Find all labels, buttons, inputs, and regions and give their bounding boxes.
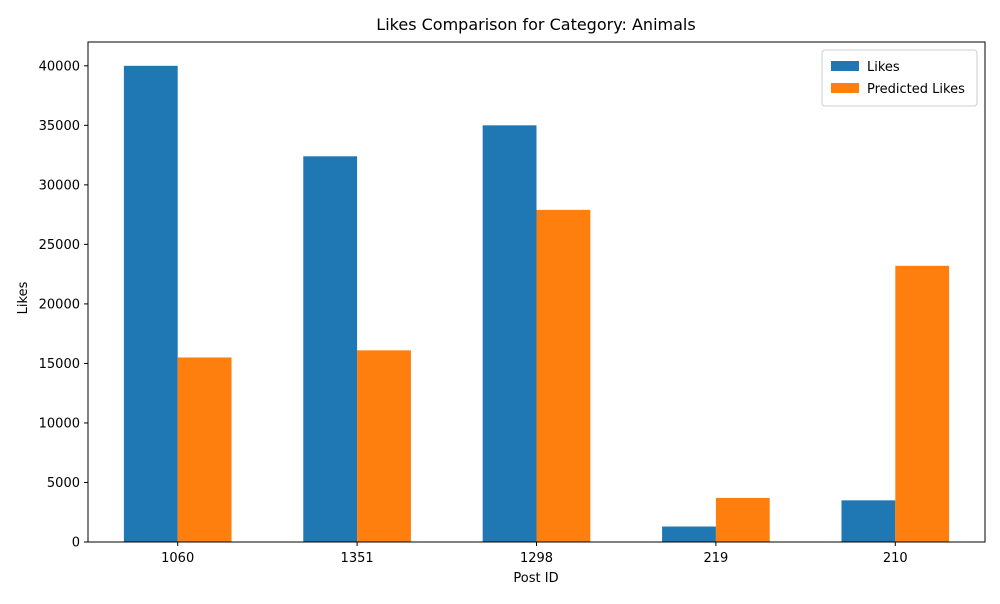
y-tick-label: 35000 xyxy=(39,119,80,134)
y-tick-label: 20000 xyxy=(39,297,80,312)
bar-likes-210 xyxy=(841,500,896,542)
legend-swatch-likes xyxy=(831,61,859,71)
y-axis: 0 5000 10000 15000 20000 25000 30000 35000 40000 xyxy=(39,59,88,551)
bar-likes-219 xyxy=(662,526,716,542)
chart-title: Likes Comparison for Category: Animals xyxy=(376,15,695,34)
y-tick-label: 40000 xyxy=(39,59,80,74)
legend: Likes Predicted Likes xyxy=(821,49,978,107)
y-tick-label: 10000 xyxy=(39,416,80,431)
x-tick-label: 219 xyxy=(703,551,728,566)
x-tick-label: 1351 xyxy=(341,551,374,566)
x-axis: 1060 1351 1298 219 210 xyxy=(161,542,908,566)
y-tick-label: 30000 xyxy=(39,178,80,193)
x-tick-label: 1060 xyxy=(161,551,194,566)
bar-likes-1060 xyxy=(123,65,178,542)
bar-likes-1351 xyxy=(303,156,358,543)
legend-swatch-predicted-likes xyxy=(831,83,859,93)
legend-label-predicted-likes: Predicted Likes xyxy=(867,82,965,97)
bar-predicted-likes-1298 xyxy=(536,209,591,543)
bar-predicted-likes-1351 xyxy=(357,350,411,542)
bar-predicted-likes-1060 xyxy=(177,357,232,542)
x-tick-label: 1298 xyxy=(520,551,553,566)
bar-predicted-likes-210 xyxy=(895,265,950,542)
y-tick-label: 5000 xyxy=(47,476,80,491)
legend-label-likes: Likes xyxy=(867,60,900,75)
legend-box xyxy=(821,49,978,107)
y-tick-label: 0 xyxy=(72,536,80,551)
y-tick-label: 15000 xyxy=(39,357,80,372)
bar-likes-1298 xyxy=(482,125,537,542)
y-tick-label: 25000 xyxy=(39,238,80,253)
x-tick-label: 210 xyxy=(883,551,908,566)
y-axis-label: Likes xyxy=(16,281,31,314)
plot-area xyxy=(87,41,986,543)
x-axis-label: Post ID xyxy=(513,571,558,586)
bar-predicted-likes-219 xyxy=(715,497,770,542)
